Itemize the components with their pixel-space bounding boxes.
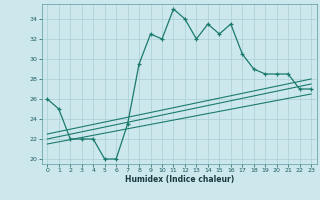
- X-axis label: Humidex (Indice chaleur): Humidex (Indice chaleur): [124, 175, 234, 184]
